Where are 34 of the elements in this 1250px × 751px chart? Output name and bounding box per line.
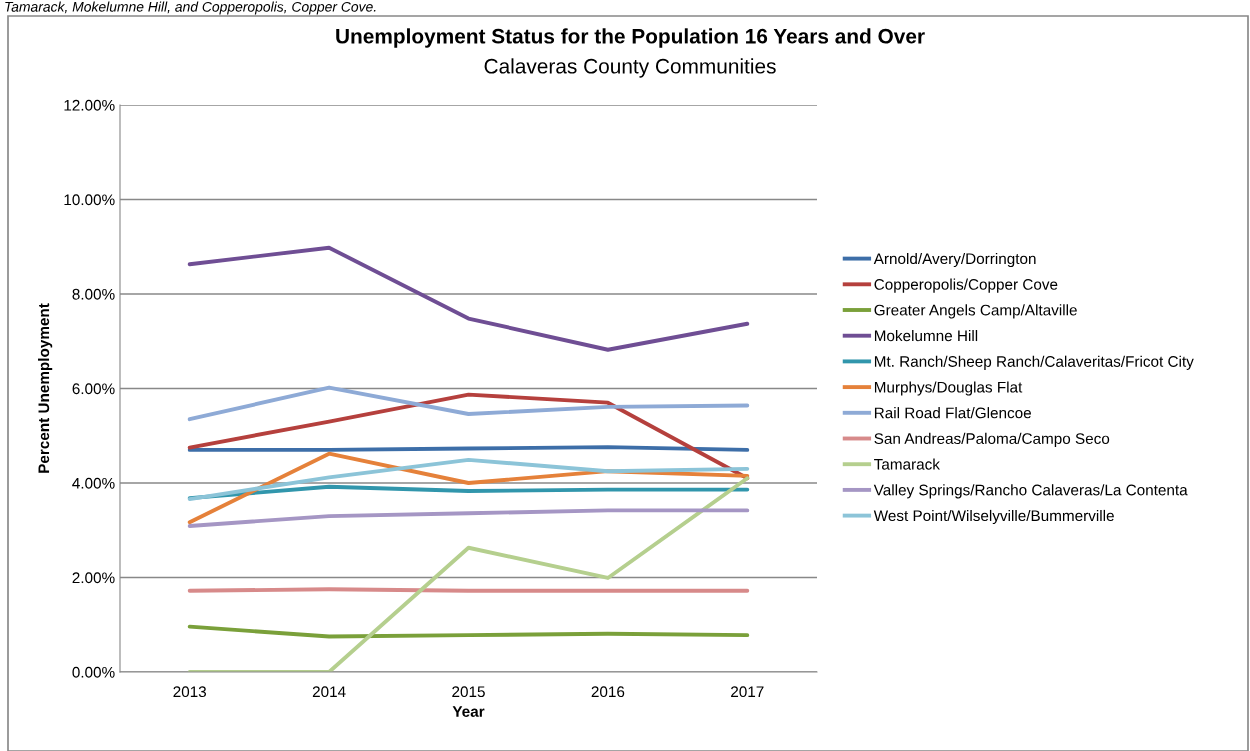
legend-label: Mt. Ranch/Sheep Ranch/Calaveritas/Fricot City — [874, 355, 1194, 370]
legend-label: West Point/Wilselyville/Bummerville — [873, 509, 1114, 525]
y-axis-title: Percent Unemployment — [37, 303, 53, 473]
y-tick-label: 10.00% — [64, 194, 115, 206]
chart-subtitle: Calaveras County Communities — [484, 58, 776, 78]
line-series — [187, 245, 750, 352]
line-series — [187, 385, 750, 422]
x-tick-label: 2013 — [173, 686, 207, 698]
y-tick-label: 8.00% — [72, 288, 115, 300]
line-series — [187, 624, 750, 639]
legend-label: Copperopolis/Copper Cove — [874, 278, 1058, 293]
legend-label: Tamarack — [874, 458, 940, 470]
x-tick-label: 2014 — [312, 686, 346, 698]
chart-title: Unemployment Status for the Population 16 Years and Over — [336, 28, 925, 48]
x-tick-label: 2017 — [731, 686, 764, 698]
line-series — [187, 476, 750, 672]
legend-label: Murphys/Douglas Flat — [874, 381, 1023, 396]
y-tick-label: 12.00% — [64, 99, 115, 111]
legend-label: Greater Angels Camp/Altaville — [874, 304, 1077, 319]
legend-label: Arnold/Avery/Dorrington — [873, 252, 1036, 268]
y-tick-label: 2.00% — [72, 572, 115, 584]
line-series — [187, 457, 750, 502]
legend-label: Mokelumne Hill — [874, 329, 978, 342]
legend-label: Rail Road Flat/Glencoe — [874, 407, 1031, 419]
y-tick-label: 4.00% — [72, 477, 115, 489]
legend-label: Valley Springs/Rancho Calaveras/La Contenta — [873, 484, 1188, 499]
x-tick-label: 2016 — [591, 686, 625, 698]
text: Tamarack, Mokelumne Hill, and Copperopolis, Copper Cove. — [5, 1, 376, 15]
y-tick-label: 0.00% — [72, 666, 115, 678]
x-tick-label: 2015 — [452, 686, 485, 698]
line-series — [187, 508, 750, 528]
y-tick-label: 6.00% — [72, 383, 115, 395]
legend-label: San Andreas/Paloma/Campo Seco — [874, 432, 1110, 448]
x-axis-title: Year — [452, 706, 485, 717]
